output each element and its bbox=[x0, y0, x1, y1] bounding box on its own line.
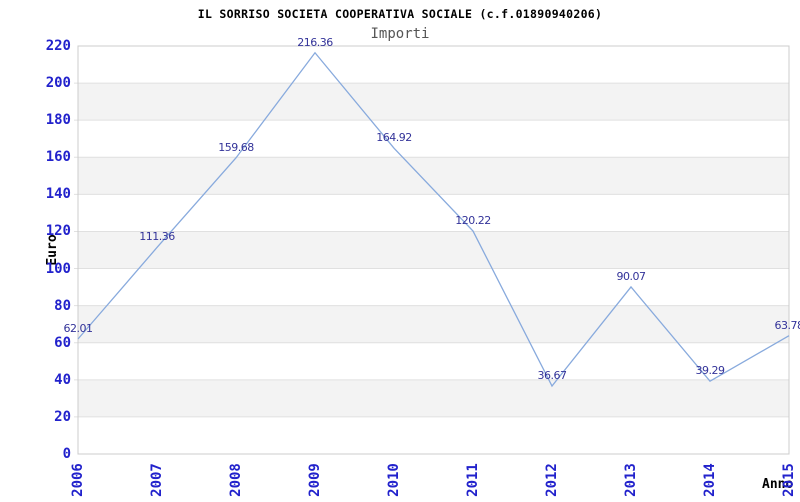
grid-band bbox=[78, 231, 789, 269]
plot-border bbox=[77, 45, 790, 455]
grid-band bbox=[78, 305, 789, 343]
chart-subtitle: Importi bbox=[370, 26, 430, 42]
grid-band bbox=[78, 379, 789, 417]
grid-band bbox=[78, 83, 789, 121]
data-line-importi bbox=[77, 51, 790, 388]
chart-title: IL SORRISO SOCIETA COOPERATIVA SOCIALE (… bbox=[197, 7, 603, 21]
grid-band bbox=[78, 157, 789, 195]
